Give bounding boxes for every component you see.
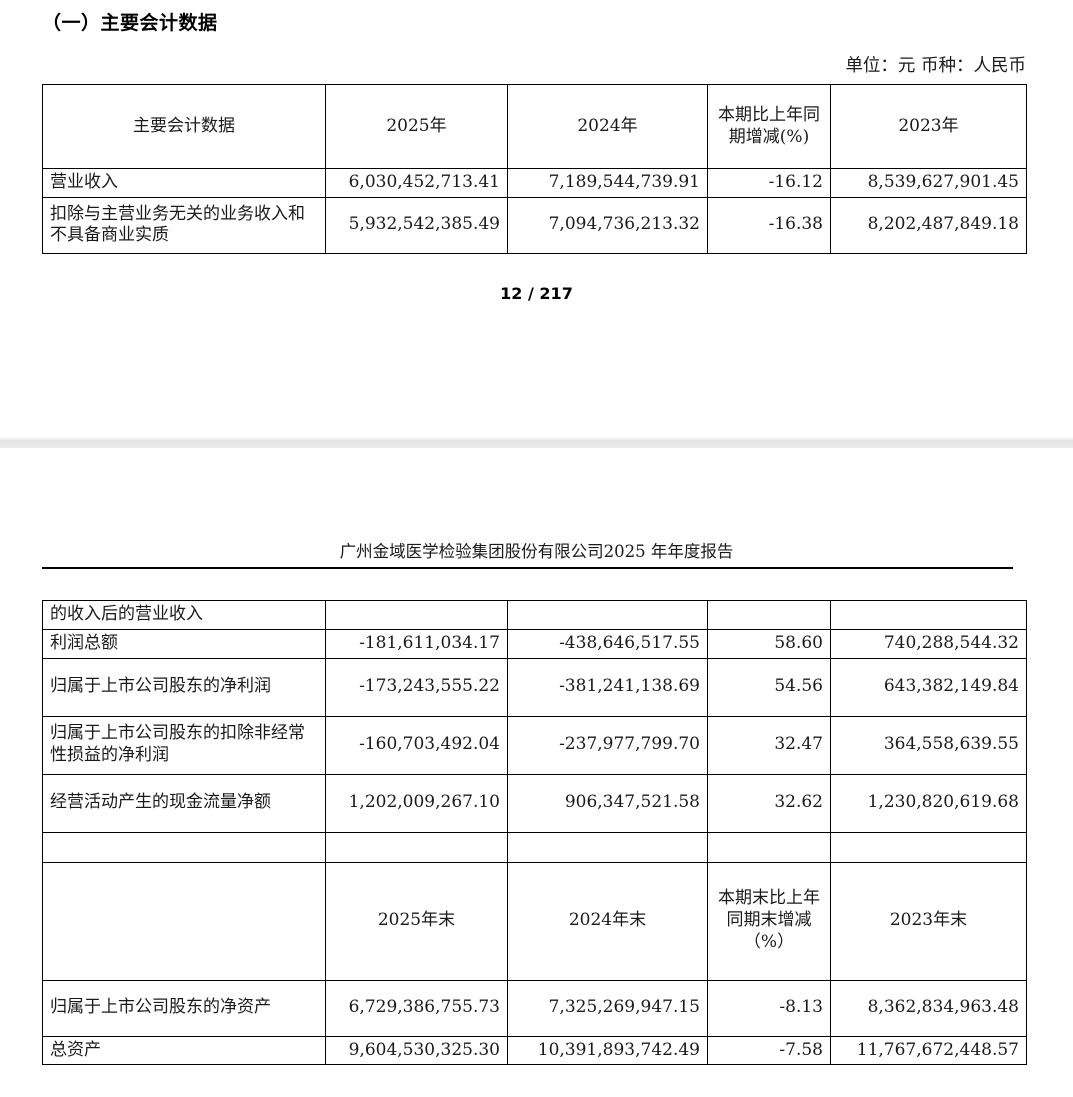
page-one: （一）主要会计数据 单位：元 币种：人民币 主要会计数据 2025年 2024年… <box>0 0 1073 437</box>
cell-2024: 7,094,736,213.32 <box>507 196 708 254</box>
cell-2025: -173,243,555.22 <box>325 657 508 717</box>
row-label <box>42 831 326 863</box>
cell-2025 <box>325 600 508 630</box>
cell-2023: 8,202,487,849.18 <box>830 196 1027 254</box>
cell-2023 <box>830 831 1027 863</box>
column-header-change-year-end: 本期末比上年同期末增减（%） <box>707 861 831 981</box>
table-row: 的收入后的营业收入 <box>42 600 1027 630</box>
cell-change: -8.13 <box>707 979 831 1037</box>
table-row: 扣除与主营业务无关的业务收入和不具备商业实质 5,932,542,385.49 … <box>42 196 1027 254</box>
cell-2025 <box>325 831 508 863</box>
table-row: 利润总额 -181,611,034.17 -438,646,517.55 58.… <box>42 628 1027 659</box>
row-label: 总资产 <box>42 1035 326 1066</box>
cell-change: 32.47 <box>707 715 831 775</box>
page-number: 12 / 217 <box>500 284 573 303</box>
cell-change: -16.38 <box>707 196 831 254</box>
cell-2023: 1,230,820,619.68 <box>830 773 1027 833</box>
cell-change: -16.12 <box>707 168 831 198</box>
row-label: 归属于上市公司股东的净利润 <box>42 657 326 717</box>
cell-2023 <box>830 600 1027 630</box>
table-row: 经营活动产生的现金流量净额 1,202,009,267.10 906,347,5… <box>42 773 1027 833</box>
cell-change <box>707 600 831 630</box>
cell-2023: 740,288,544.32 <box>830 628 1027 659</box>
row-label: 利润总额 <box>42 628 326 659</box>
table-row: 归属于上市公司股东的扣除非经常性损益的净利润 -160,703,492.04 -… <box>42 715 1027 775</box>
column-header-2023-year-end: 2023年末 <box>830 861 1027 981</box>
cell-change: 54.56 <box>707 657 831 717</box>
page-two: 广州金域医学检验集团股份有限公司2025 年年度报告 的收入后的营业收入 利润总… <box>0 448 1073 1097</box>
running-header: 广州金域医学检验集团股份有限公司2025 年年度报告 <box>339 542 734 561</box>
table-header-row-year-end: 2025年末 2024年末 本期末比上年同期末增减（%） 2023年末 <box>42 861 1027 981</box>
column-header-2024: 2024年 <box>507 84 708 169</box>
row-label: 归属于上市公司股东的净资产 <box>42 979 326 1037</box>
table-row: 总资产 9,604,530,325.30 10,391,893,742.49 -… <box>42 1035 1027 1066</box>
cell-2024 <box>507 831 708 863</box>
unit-currency-note: 单位：元 币种：人民币 <box>845 56 1026 76</box>
cell-2025: -181,611,034.17 <box>325 628 508 659</box>
row-label: 的收入后的营业收入 <box>42 600 326 630</box>
column-header-item <box>42 861 326 981</box>
row-label: 扣除与主营业务无关的业务收入和不具备商业实质 <box>42 196 326 254</box>
cell-2023: 8,539,627,901.45 <box>830 168 1027 198</box>
cell-2024 <box>507 600 708 630</box>
cell-2024: 7,325,269,947.15 <box>507 979 708 1037</box>
main-accounting-data-table: 主要会计数据 2025年 2024年 本期比上年同期增减(%) 2023年 营业… <box>42 84 1027 254</box>
cell-2024: 7,189,544,739.91 <box>507 168 708 198</box>
cell-2024: 906,347,521.58 <box>507 773 708 833</box>
cell-2025: 1,202,009,267.10 <box>325 773 508 833</box>
cell-2025: 6,729,386,755.73 <box>325 979 508 1037</box>
cell-change <box>707 831 831 863</box>
cell-2025: 9,604,530,325.30 <box>325 1035 508 1066</box>
table-spacer-row <box>42 831 1027 863</box>
cell-2025: 5,932,542,385.49 <box>325 196 508 254</box>
cell-change: 32.62 <box>707 773 831 833</box>
cell-2024: -381,241,138.69 <box>507 657 708 717</box>
row-label: 经营活动产生的现金流量净额 <box>42 773 326 833</box>
column-header-item: 主要会计数据 <box>42 84 326 169</box>
cell-2023: 8,362,834,963.48 <box>830 979 1027 1037</box>
column-header-2025-year-end: 2025年末 <box>325 861 508 981</box>
row-label: 营业收入 <box>42 168 326 198</box>
page-title: （一）主要会计数据 <box>42 12 218 34</box>
column-header-change: 本期比上年同期增减(%) <box>707 84 831 169</box>
table-header-row: 主要会计数据 2025年 2024年 本期比上年同期增减(%) 2023年 <box>42 84 1027 169</box>
column-header-2024-year-end: 2024年末 <box>507 861 708 981</box>
row-label: 归属于上市公司股东的扣除非经常性损益的净利润 <box>42 715 326 775</box>
cell-2023: 643,382,149.84 <box>830 657 1027 717</box>
table-row: 营业收入 6,030,452,713.41 7,189,544,739.91 -… <box>42 168 1027 198</box>
cell-2025: 6,030,452,713.41 <box>325 168 508 198</box>
cell-2024: 10,391,893,742.49 <box>507 1035 708 1066</box>
cell-2023: 11,767,672,448.57 <box>830 1035 1027 1066</box>
accounting-data-continued-table: 的收入后的营业收入 利润总额 -181,611,034.17 -438,646,… <box>42 600 1027 1066</box>
cell-2025: -160,703,492.04 <box>325 715 508 775</box>
table-row: 归属于上市公司股东的净利润 -173,243,555.22 -381,241,1… <box>42 657 1027 717</box>
cell-2024: -438,646,517.55 <box>507 628 708 659</box>
cell-2023: 364,558,639.55 <box>830 715 1027 775</box>
cell-change: -7.58 <box>707 1035 831 1066</box>
column-header-2025: 2025年 <box>325 84 508 169</box>
header-divider <box>42 567 1013 569</box>
cell-2024: -237,977,799.70 <box>507 715 708 775</box>
cell-change: 58.60 <box>707 628 831 659</box>
table-row: 归属于上市公司股东的净资产 6,729,386,755.73 7,325,269… <box>42 979 1027 1037</box>
column-header-2023: 2023年 <box>830 84 1027 169</box>
